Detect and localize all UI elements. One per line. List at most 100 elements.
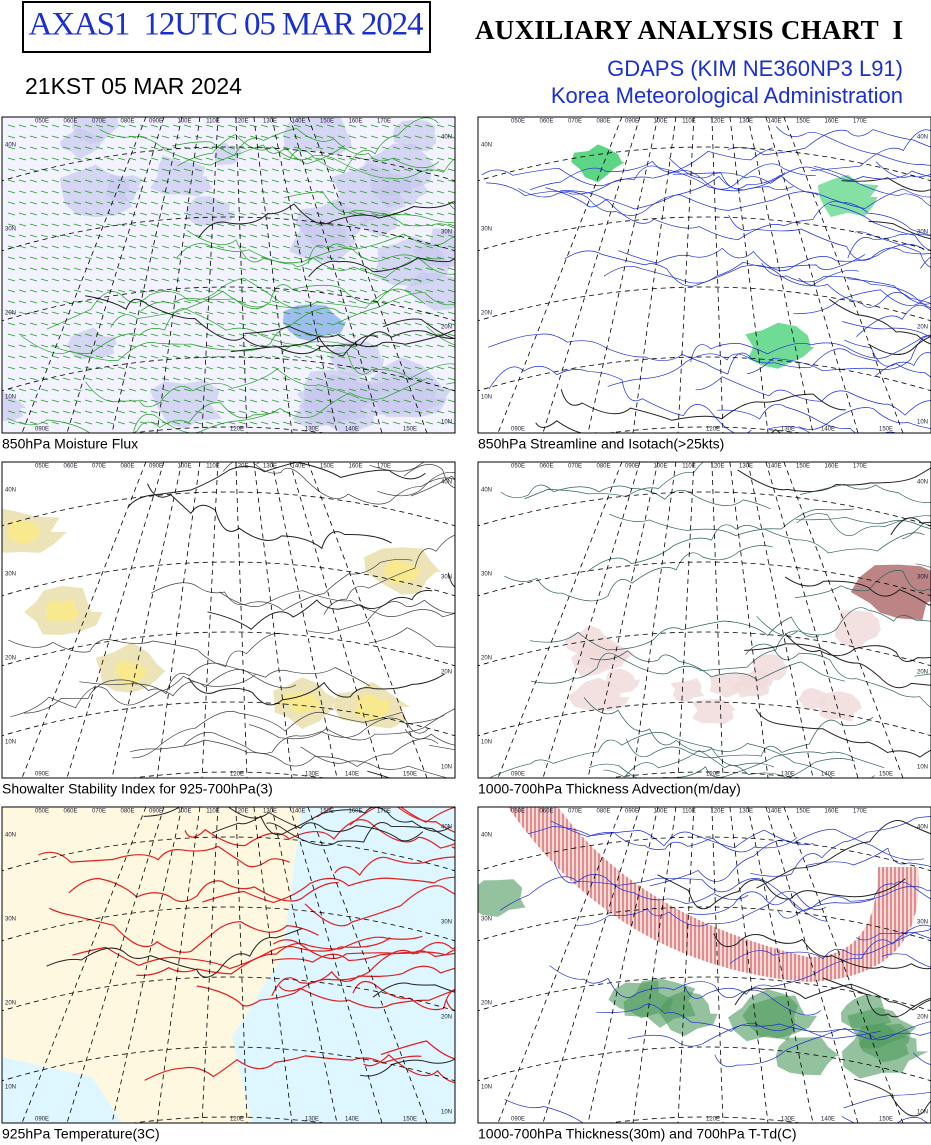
wind-vector bbox=[139, 355, 148, 359]
shaded-area bbox=[330, 340, 385, 377]
wind-vector bbox=[238, 399, 247, 403]
wind-vector bbox=[40, 289, 49, 293]
wind-vector bbox=[381, 212, 390, 216]
wind-vector bbox=[293, 212, 302, 216]
wind-vector bbox=[227, 135, 236, 139]
wind-vector bbox=[293, 278, 302, 282]
wind-vector bbox=[84, 322, 93, 326]
wind-vector bbox=[161, 355, 170, 359]
wind-vector bbox=[128, 201, 137, 205]
wind-vector bbox=[425, 223, 434, 227]
wind-vector bbox=[51, 256, 60, 260]
wind-vector bbox=[447, 157, 455, 161]
contour bbox=[10, 674, 256, 718]
wind-vector bbox=[128, 278, 137, 282]
wind-vector bbox=[205, 399, 214, 403]
wind-vector bbox=[205, 267, 214, 271]
wind-vector bbox=[436, 311, 445, 315]
wind-vector bbox=[238, 190, 247, 194]
wind-vector bbox=[359, 256, 368, 260]
wind-vector bbox=[392, 256, 401, 260]
lon-label: 110E bbox=[206, 119, 220, 125]
wind-vector bbox=[150, 168, 159, 172]
wind-vector bbox=[216, 256, 225, 260]
lon-label: 120E bbox=[706, 1117, 720, 1123]
wind-vector bbox=[381, 168, 390, 172]
wind-vector bbox=[370, 124, 379, 128]
wind-vector bbox=[282, 289, 291, 293]
wind-vector bbox=[7, 146, 16, 150]
meridian bbox=[156, 117, 201, 433]
wind-vector bbox=[370, 212, 379, 216]
lon-label: 170E bbox=[377, 119, 391, 125]
wind-vector bbox=[227, 179, 236, 183]
wind-vector bbox=[436, 212, 445, 216]
wind-vector bbox=[304, 245, 313, 249]
shaded-area bbox=[571, 144, 625, 183]
wind-vector bbox=[62, 212, 71, 216]
meridian bbox=[542, 117, 641, 433]
wind-vector bbox=[447, 410, 455, 414]
wind-vector bbox=[7, 267, 16, 271]
wind-vector bbox=[447, 333, 455, 337]
wind-vector bbox=[447, 300, 455, 304]
cold-area bbox=[232, 807, 455, 1123]
wind-vector bbox=[260, 256, 269, 260]
wind-vector bbox=[271, 333, 280, 337]
wind-vector bbox=[172, 410, 181, 414]
contour bbox=[800, 483, 931, 504]
wind-vector bbox=[447, 311, 455, 315]
wind-vector bbox=[194, 377, 203, 381]
shaded-area bbox=[362, 143, 436, 197]
wind-vector bbox=[172, 344, 181, 348]
cold-area bbox=[2, 1057, 122, 1123]
wind-vector bbox=[326, 377, 335, 381]
wind-vector bbox=[106, 124, 115, 128]
wind-vector bbox=[381, 157, 390, 161]
wind-vector bbox=[51, 333, 60, 337]
lon-label: 060E bbox=[63, 809, 77, 815]
wind-vector bbox=[271, 267, 280, 271]
wind-vector bbox=[205, 212, 214, 216]
wind-vector bbox=[293, 388, 302, 392]
wind-vector bbox=[172, 311, 181, 315]
lon-label: 130E bbox=[305, 772, 319, 778]
wind-vector bbox=[62, 124, 71, 128]
wind-vector bbox=[216, 223, 225, 227]
wind-vector bbox=[172, 421, 181, 425]
shaded-area bbox=[45, 599, 80, 623]
wind-vector bbox=[293, 399, 302, 403]
contour bbox=[529, 160, 816, 191]
wind-vector bbox=[7, 377, 16, 381]
contour bbox=[867, 335, 931, 355]
wind-vector bbox=[205, 322, 214, 326]
wind-vector bbox=[18, 289, 27, 293]
wind-vector bbox=[425, 267, 434, 271]
wind-vector bbox=[315, 168, 324, 172]
wind-vector bbox=[84, 234, 93, 238]
wind-vector bbox=[359, 300, 368, 304]
wind-vector bbox=[293, 201, 302, 205]
wind-vector bbox=[282, 399, 291, 403]
wind-vector bbox=[40, 212, 49, 216]
wind-vector bbox=[337, 179, 346, 183]
wind-vector bbox=[172, 201, 181, 205]
wind-vector bbox=[359, 355, 368, 359]
wind-vector bbox=[29, 157, 38, 161]
wind-vector bbox=[359, 289, 368, 293]
wind-vector bbox=[194, 234, 203, 238]
meridian bbox=[156, 807, 201, 1123]
lon-label: 090E bbox=[625, 119, 639, 125]
lat-label: 20N bbox=[481, 311, 492, 317]
wind-vector bbox=[7, 278, 16, 282]
wind-vector bbox=[403, 135, 412, 139]
contour bbox=[403, 464, 455, 489]
wind-vector bbox=[304, 124, 313, 128]
wind-vector bbox=[7, 366, 16, 370]
wind-vector bbox=[106, 135, 115, 139]
wind-vector bbox=[414, 179, 423, 183]
lon-label: 100E bbox=[177, 119, 191, 125]
wind-vector bbox=[117, 410, 126, 414]
wind-vector bbox=[216, 146, 225, 150]
wind-vector bbox=[425, 377, 434, 381]
